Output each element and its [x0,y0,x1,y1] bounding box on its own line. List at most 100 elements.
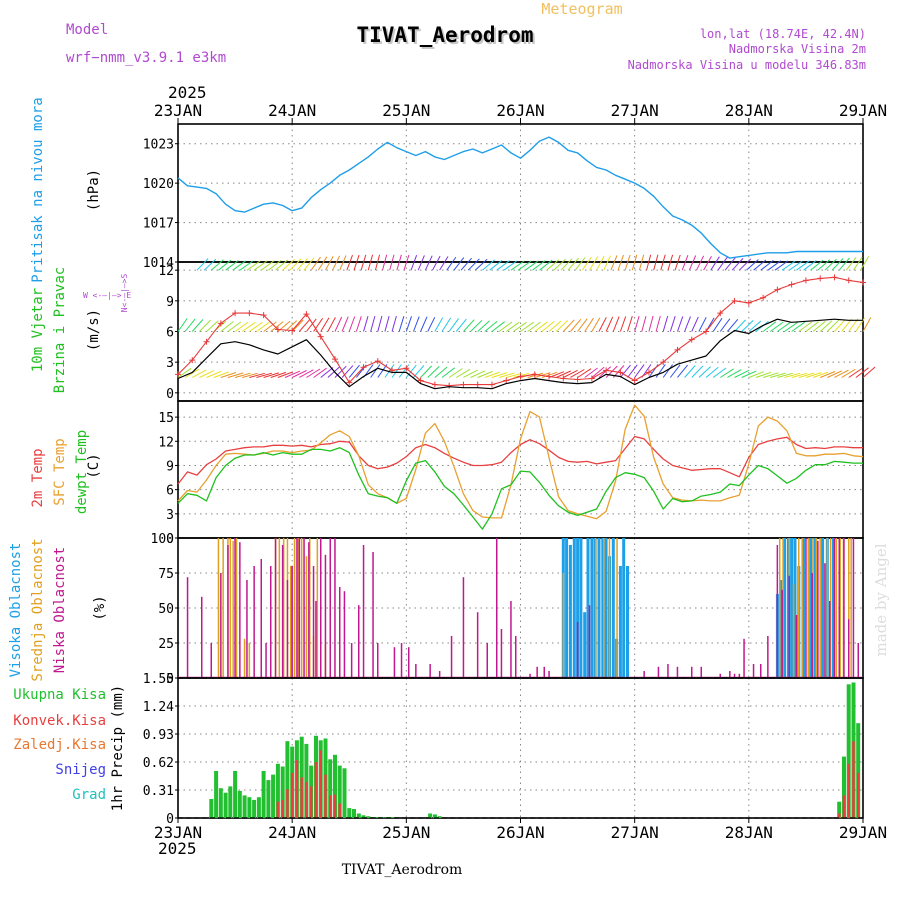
wind-axis-unit: (m/s) [86,309,102,351]
y-tick-label: 25 [158,637,174,652]
wind-barb [455,318,467,332]
panel-frame [177,677,864,819]
cloud-low-bar [760,664,762,678]
wind-barb [784,372,801,378]
precip-conv-bar [333,794,337,818]
cloud-low-bar [536,666,538,678]
cloud-high-bar [579,538,583,678]
precip-conv-bar [319,750,322,818]
wind-barb [232,260,246,271]
wind-barb [463,319,475,332]
wind-barb [413,316,420,332]
precip-conv-bar [338,803,341,818]
wind-barb [741,320,754,332]
cloud-low-bar [843,538,845,678]
wind-gust-marker [503,377,510,384]
pressure-panel: 1014 1017 1020 1023 [143,123,864,271]
wind-barb [299,369,314,378]
wind-barb [491,372,508,378]
wind-barb [191,319,204,332]
precip-total-bar [846,684,851,818]
wind-barb [567,257,579,271]
y-tick-label: 0.93 [143,728,174,743]
cloud-mid-bar [282,538,285,678]
wind-barb [769,321,784,332]
wind-barb [691,316,699,332]
wind-barb [253,260,268,271]
wind-barb [417,255,425,271]
cloud-low-bar [220,573,222,678]
cloud-low-bar [415,664,417,678]
precip-total-bar [366,816,371,818]
precip-total-bar [352,809,356,818]
cloud-low-bar [752,664,755,678]
wind-barb [826,319,840,332]
wind-barb [627,364,638,378]
cloud-low-bar [400,643,403,678]
wind-gust-marker [331,356,338,363]
wind-gust-marker [845,277,852,284]
precip-total-bar [375,817,380,818]
wind-gust-marker [546,373,553,380]
cloud-low-bar [429,664,431,678]
wind-barb [662,315,669,332]
wind-barb [270,371,287,378]
wind-barb [513,372,529,378]
cloud-mid-bar [812,538,814,678]
cloud-high-bar [568,545,572,678]
precip-legend-hail: Grad [72,787,106,803]
cloud-low-bar [811,573,813,678]
wind-barb [484,371,501,378]
y-tick-label: 3 [166,508,174,523]
cloud-low-bar [281,545,284,678]
wind-barb [218,259,232,271]
wind-barb [177,367,192,378]
wind-gust-marker [674,346,681,353]
wind-barb [767,260,782,271]
wind-barb [532,260,546,271]
wind-barb [206,320,219,332]
wind-gust-marker [189,357,196,364]
wind-barb [220,372,237,378]
cloud-low-bar [543,666,545,678]
wind-barb [810,259,824,271]
cloud-high-bar [572,538,576,678]
wind-barb [439,256,449,271]
wind-barb [184,318,196,332]
wind-barb [798,321,812,332]
cloud-high-bar [597,538,601,678]
wind-barb [824,258,837,271]
cloud-high-bar [793,538,797,678]
wind-barb [555,320,569,332]
wind-gust-marker [431,381,438,388]
wind-gust-marker [802,277,809,284]
wind-barb [275,259,289,271]
wind-barb [831,258,844,271]
y-tick-label: 9 [166,295,174,310]
page-title: TIVAT_Aerodrom [356,23,533,47]
wind-barb [220,321,234,332]
cloud-mid-bar [801,538,803,678]
wind-barb [320,317,330,332]
wind-barb [774,260,789,271]
dewpt-line [177,447,863,530]
wind-barb [555,370,572,378]
precip-conv-bar [314,762,318,818]
wind-barb [239,260,254,271]
date-label-bottom: 25JAN [382,823,430,842]
wind-barb [334,365,347,378]
wind-barb [698,366,711,378]
y-tick-label: 3 [166,356,174,371]
cloud-high-bar [576,538,580,678]
wind-barb [624,254,631,271]
wind-barb [484,320,498,332]
precip-panel: 0 0.31 0.62 0.93 1.24 1.55 [143,672,864,827]
precip-legend-freeze: Zaledj.Kisa [13,737,106,753]
wind-barb [353,254,360,271]
wind-gust-marker [460,381,467,388]
cloud-mid-bar [835,538,838,678]
precip-total-bar [333,754,337,818]
credit-watermark: made by Angel [872,543,890,656]
cloud-axis-low: Niska Oblacnost [52,547,68,673]
wind-barb [510,260,525,271]
